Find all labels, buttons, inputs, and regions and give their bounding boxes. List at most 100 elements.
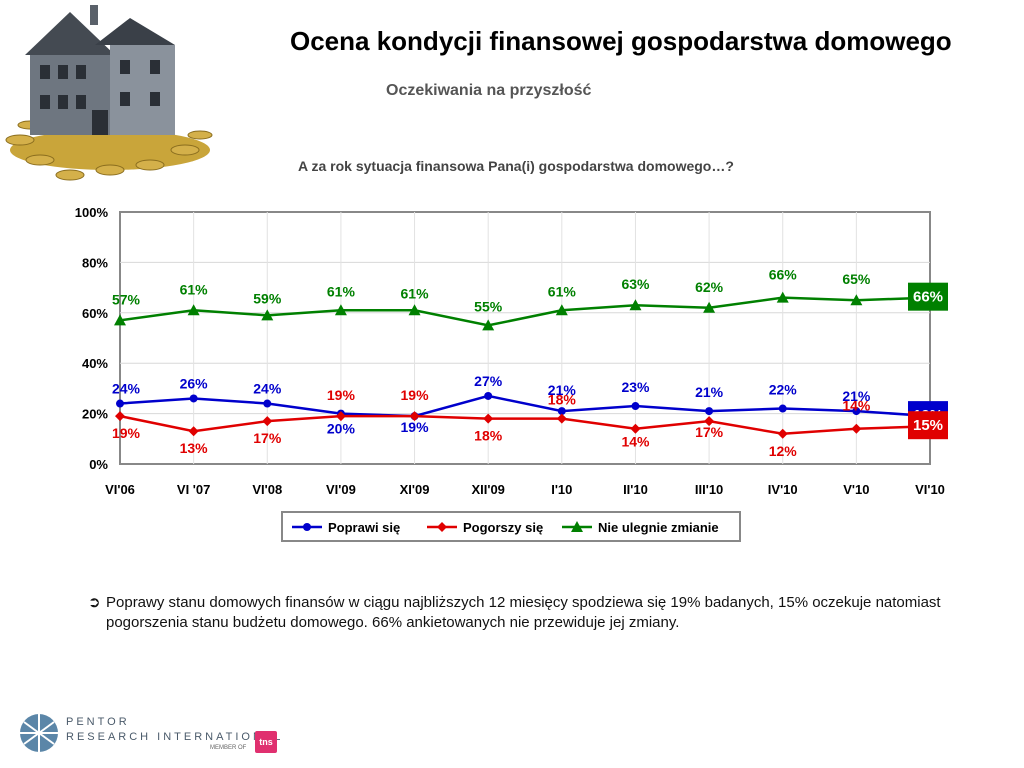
y-tick-label: 60% (82, 306, 108, 321)
data-label: 59% (253, 290, 282, 306)
tns-logo: tns (255, 731, 277, 753)
data-point (705, 407, 714, 416)
summary-note: ➲ Poprawy stanu domowych finansów w ciąg… (88, 593, 1008, 633)
data-point (557, 407, 566, 416)
data-point (852, 407, 861, 416)
data-label: 66% (913, 289, 943, 306)
data-point (778, 404, 787, 413)
data-label: 23% (621, 379, 650, 395)
data-label: 24% (253, 381, 282, 397)
data-label: 21% (695, 384, 724, 400)
chart-legend: Poprawi się Pogorszy się Nie ulegnie zmian… (281, 511, 741, 542)
data-point (263, 399, 272, 408)
x-tick-label: VI'09 (326, 482, 356, 497)
data-point (116, 399, 124, 408)
data-point (631, 402, 640, 411)
data-label: 61% (327, 283, 356, 299)
data-point (484, 391, 493, 400)
data-label: 19% (327, 387, 356, 403)
data-label: 21% (548, 382, 577, 398)
x-axis-ticks: VI'06 VI '07 VI'08 VI'09 XI'09 XII'09 I'10 II'1… (105, 482, 945, 497)
data-labels: 24% 26% 24% 20% 19% 27% 21% 23% 21% 22% 21% 19% 19% 1… (112, 267, 948, 459)
data-point (703, 301, 716, 313)
data-label: 61% (548, 283, 577, 299)
series-line (119, 296, 931, 327)
x-tick-label: IV'10 (768, 482, 798, 497)
data-point (851, 423, 862, 434)
x-tick-label: VI'10 (915, 482, 945, 497)
data-label: 13% (180, 440, 209, 456)
data-label: 14% (842, 398, 871, 414)
legend-marker (303, 523, 311, 531)
data-point (777, 428, 788, 439)
data-label: 17% (695, 424, 724, 440)
data-point (776, 291, 789, 303)
legend-box (281, 511, 741, 542)
y-tick-label: 80% (82, 255, 108, 270)
data-label: 19% (401, 419, 430, 435)
line-chart: 0% 20% 40% 60% 80% 100% VI'06 VI '07 VI'08 VI'09… (75, 205, 948, 542)
logo-line-2: RESEARCH INTERNATIONAL (66, 731, 284, 743)
y-tick-label: 40% (82, 356, 108, 371)
last-value-box (908, 282, 948, 311)
data-point (555, 304, 568, 316)
data-label: 15% (913, 417, 943, 434)
x-tick-label: III'10 (695, 482, 723, 497)
data-point (482, 319, 495, 331)
data-label: 62% (695, 279, 724, 295)
data-point (189, 394, 198, 403)
data-point (335, 411, 346, 422)
x-tick-label: V'10 (843, 482, 869, 497)
logo-line-1: PENTOR (66, 716, 130, 728)
series-line (119, 394, 931, 418)
data-label: 14% (621, 434, 650, 450)
data-point (630, 423, 641, 434)
y-axis-ticks: 0% 20% 40% 60% 80% 100% (75, 205, 109, 472)
legend-marker (437, 522, 447, 532)
legend-marker (571, 521, 583, 532)
data-point (115, 411, 125, 422)
data-point (704, 416, 715, 427)
x-tick-label: II'10 (623, 482, 648, 497)
x-tick-label: I'10 (551, 482, 572, 497)
x-tick-label: XII'09 (471, 482, 504, 497)
data-label: 17% (253, 430, 282, 446)
data-label: 27% (474, 373, 503, 389)
arrow-bullet-icon: ➲ (88, 594, 101, 611)
legend-label: Pogorszy się (463, 520, 543, 535)
house-with-coins-image (5, 5, 213, 181)
data-label: 66% (769, 267, 798, 283)
data-label: 18% (548, 392, 577, 408)
legend-label: Nie ulegnie zmianie (598, 520, 719, 535)
chart-title: A za rok sytuacja finansowa Pana(i) gosp… (298, 158, 734, 174)
data-point (114, 314, 126, 326)
data-label: 18% (474, 428, 503, 444)
data-point (850, 294, 863, 306)
data-point (262, 416, 273, 427)
data-point (408, 304, 421, 316)
data-point (409, 411, 420, 422)
last-value-box (908, 411, 948, 440)
summary-text: Poprawy stanu domowych finansów w ciągu … (106, 594, 941, 631)
logo-member-of: MEMBER OF (210, 745, 247, 751)
y-tick-label: 20% (82, 407, 108, 422)
legend-label: Poprawi się (328, 520, 400, 535)
page-subtitle: Oczekiwania na przyszłość (386, 82, 592, 99)
x-tick-label: VI '07 (177, 482, 210, 497)
data-label: 26% (180, 375, 209, 391)
series-lines (114, 291, 936, 439)
y-tick-label: 100% (75, 205, 109, 220)
data-label: 20% (327, 421, 356, 437)
data-label: 21% (842, 388, 871, 404)
data-point (556, 413, 567, 424)
data-point (629, 299, 642, 311)
data-label: 19% (401, 387, 430, 403)
data-point (483, 413, 494, 424)
page-title: Ocena kondycji finansowej gospodarstwa d… (290, 26, 952, 56)
data-label: 24% (112, 381, 141, 397)
series-line (119, 414, 931, 436)
x-tick-label: XI'09 (400, 482, 430, 497)
data-label: 55% (474, 298, 503, 314)
data-point (188, 426, 199, 437)
data-label: 22% (769, 382, 798, 398)
